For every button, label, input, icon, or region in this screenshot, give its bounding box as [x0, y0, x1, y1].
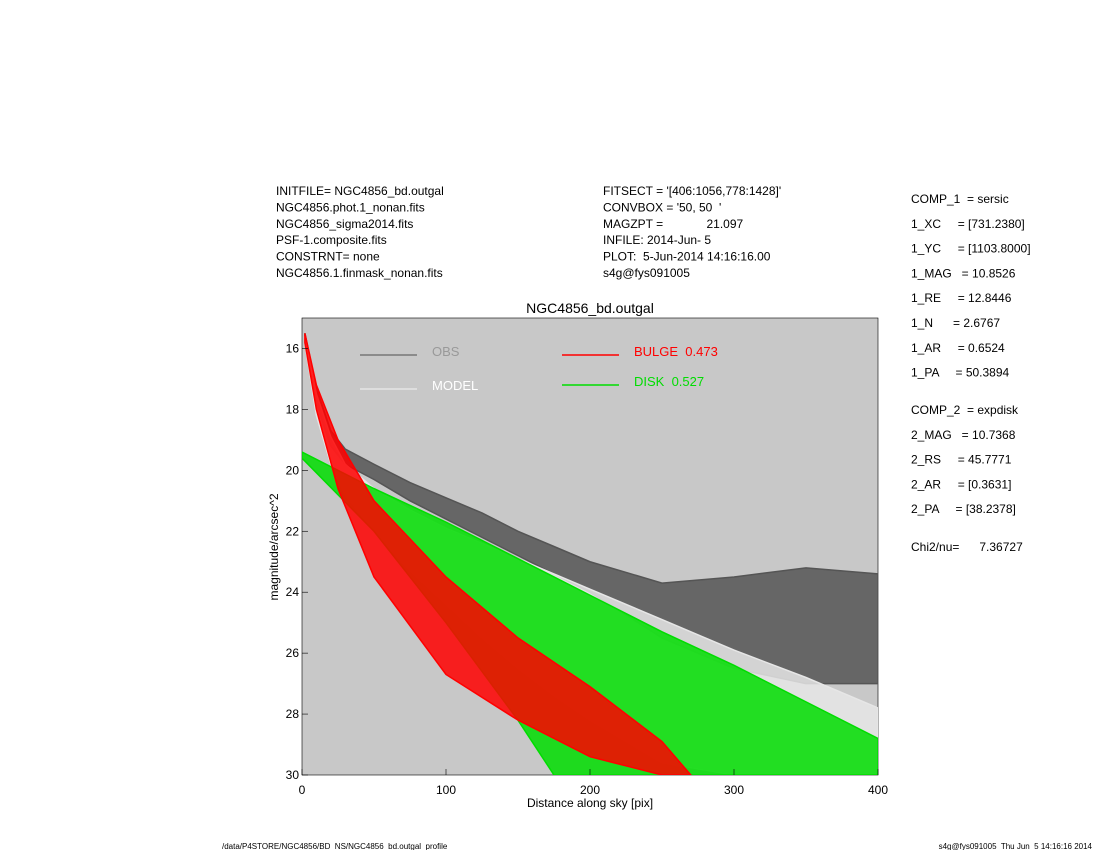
x-axis-label: Distance along sky [pix] [527, 796, 653, 810]
param-line: 1_MAG = 10.8526 [911, 266, 1016, 280]
header-left-line: PSF-1.composite.fits [276, 233, 387, 247]
header-left-line: NGC4856.phot.1_nonan.fits [276, 200, 425, 214]
param-line: 2_RS = 45.7771 [911, 453, 1012, 467]
header-right-line: PLOT: 5-Jun-2014 14:16:16.00 [603, 250, 771, 264]
x-tick-label: 300 [724, 783, 744, 797]
y-tick-label: 28 [286, 707, 300, 721]
x-tick-label: 0 [299, 783, 306, 797]
param-line: 1_PA = 50.3894 [911, 366, 1010, 380]
chart-title: NGC4856_bd.outgal [526, 300, 654, 316]
band [304, 333, 692, 775]
header-right-line: MAGZPT = 21.097 [603, 217, 743, 231]
x-tick-label: 100 [436, 783, 456, 797]
param-line: 1_N = 2.6767 [911, 316, 1000, 330]
param-line: 2_MAG = 10.7368 [911, 428, 1016, 442]
y-tick-label: 16 [286, 341, 300, 355]
param-line: 1_YC = [1103.8000] [911, 242, 1031, 256]
y-tick-label: 26 [286, 646, 300, 660]
header-right-line: FITSECT = '[406:1056,778:1428]' [603, 184, 781, 198]
header-right-line: CONVBOX = '50, 50 ' [603, 200, 721, 214]
x-tick-label: 400 [868, 783, 888, 797]
param-line: COMP_2 = expdisk [911, 403, 1019, 417]
legend-label: DISK 0.527 [634, 374, 704, 389]
legend-label: OBS [432, 344, 460, 359]
param-line: 2_AR = [0.3631] [911, 477, 1011, 491]
header-left-line: NGC4856.1.finmask_nonan.fits [276, 266, 443, 280]
param-line: 1_AR = 0.6524 [911, 341, 1005, 355]
y-axis-label: magnitude/arcsec^2 [267, 493, 281, 600]
y-tick-label: 18 [286, 402, 300, 416]
header-left-line: NGC4856_sigma2014.fits [276, 217, 413, 231]
header-left-line: INITFILE= NGC4856_bd.outgal [276, 184, 444, 198]
y-tick-label: 24 [286, 585, 300, 599]
header-right-line: s4g@fys091005 [603, 266, 690, 280]
param-line: 1_RE = 12.8446 [911, 291, 1012, 305]
x-tick-label: 200 [580, 783, 600, 797]
param-line: 2_PA = [38.2378] [911, 502, 1016, 516]
footer-right: s4g@fys091005 Thu Jun 5 14:16:16 2014 [939, 842, 1093, 850]
band [304, 333, 878, 685]
legend-label: MODEL [432, 378, 478, 393]
y-tick-label: 30 [286, 768, 300, 782]
chi2: Chi2/nu= 7.36727 [911, 540, 1023, 554]
footer-left: /data/P4STORE/NGC4856/BD_NS/NGC4856_bd.o… [222, 842, 448, 850]
header-right-line: INFILE: 2014-Jun- 5 [603, 233, 711, 247]
param-line: 1_XC = [731.2380] [911, 217, 1025, 231]
y-tick-label: 22 [286, 524, 300, 538]
header-left-line: CONSTRNT= none [276, 250, 380, 264]
y-tick-label: 20 [286, 463, 300, 477]
param-line: COMP_1 = sersic [911, 192, 1009, 206]
bands [302, 333, 878, 775]
legend-label: BULGE 0.473 [634, 344, 718, 359]
